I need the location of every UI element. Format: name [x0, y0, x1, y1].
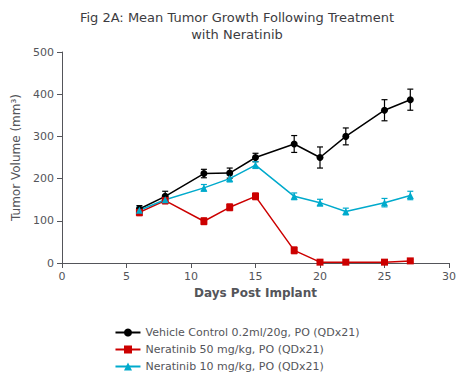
svg-text:500: 500 [33, 46, 54, 59]
svg-text:Fig 2A: Mean Tumor Growth Foll: Fig 2A: Mean Tumor Growth Following Trea… [80, 10, 394, 25]
svg-text:with Neratinib: with Neratinib [191, 27, 283, 42]
svg-text:30: 30 [442, 270, 456, 283]
svg-text:100: 100 [33, 214, 54, 227]
svg-text:15: 15 [249, 270, 263, 283]
svg-text:400: 400 [33, 88, 54, 101]
svg-text:300: 300 [33, 130, 54, 143]
svg-text:25: 25 [378, 270, 392, 283]
svg-text:0: 0 [47, 257, 54, 270]
svg-text:200: 200 [33, 172, 54, 185]
svg-text:10: 10 [184, 270, 198, 283]
svg-text:Tumor Volume (mm³): Tumor Volume (mm³) [9, 94, 23, 222]
svg-text:5: 5 [123, 270, 130, 283]
svg-text:20: 20 [313, 270, 327, 283]
svg-text:Neratinib 50 mg/kg, PO (QDx21): Neratinib 50 mg/kg, PO (QDx21) [145, 343, 323, 356]
svg-text:Days Post Implant: Days Post Implant [194, 286, 317, 300]
svg-text:0: 0 [59, 270, 66, 283]
svg-text:Neratinib 10 mg/kg, PO (QDx21): Neratinib 10 mg/kg, PO (QDx21) [145, 360, 323, 373]
svg-text:Vehicle Control 0.2ml/20g, PO: Vehicle Control 0.2ml/20g, PO (QDx21) [145, 326, 359, 339]
